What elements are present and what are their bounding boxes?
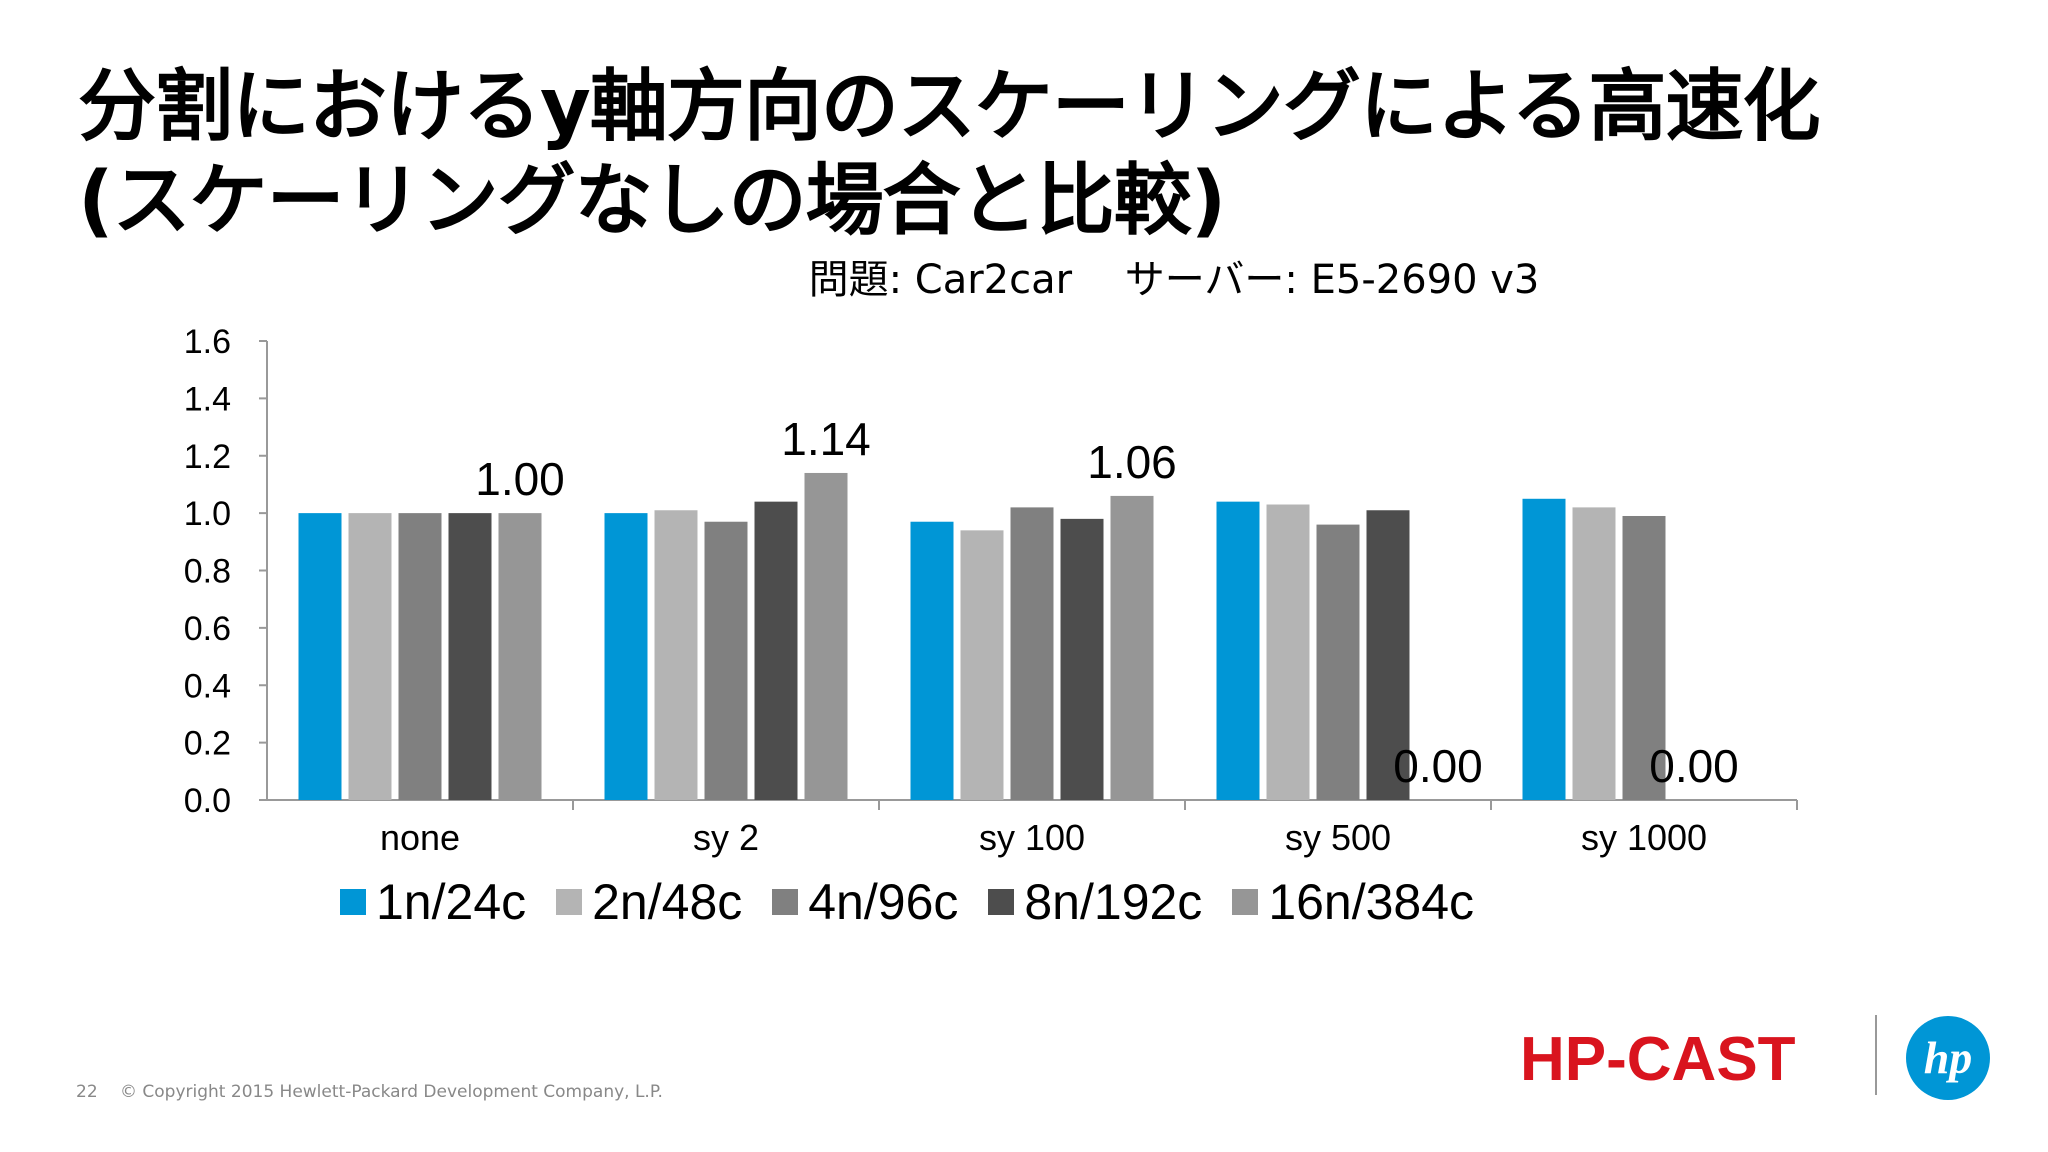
x-category-label: sy 1000 bbox=[1581, 817, 1707, 858]
legend-label: 16n/384c bbox=[1268, 874, 1475, 930]
bar bbox=[298, 513, 342, 800]
bar bbox=[754, 501, 798, 800]
slide-title: 分割におけるy軸方向のスケーリングによる高速化 (スケーリングなしの場合と比較) bbox=[78, 60, 1978, 248]
legend-label: 1n/24c bbox=[376, 874, 527, 930]
chart-legend: 1n/24c 2n/48c 4n/96c 8n/192c 16n/384c bbox=[340, 872, 1474, 932]
legend-item: 4n/96c bbox=[772, 873, 958, 931]
x-category-label: sy 2 bbox=[693, 817, 759, 858]
bar bbox=[448, 513, 492, 800]
y-tick-label: 1.2 bbox=[184, 438, 231, 476]
hp-logo-text: hp bbox=[1924, 1032, 1973, 1083]
bar bbox=[398, 513, 442, 800]
bar bbox=[1060, 518, 1104, 800]
legend-item: 2n/48c bbox=[556, 873, 742, 931]
data-label: 1.06 bbox=[1087, 436, 1177, 488]
y-tick-label: 0.4 bbox=[184, 667, 231, 705]
bar bbox=[654, 510, 698, 800]
legend-item: 8n/192c bbox=[988, 873, 1202, 931]
legend-label: 4n/96c bbox=[808, 874, 959, 930]
legend-label: 2n/48c bbox=[592, 874, 743, 930]
x-category-label: none bbox=[380, 817, 460, 858]
legend-swatch bbox=[988, 889, 1015, 915]
chart-subtitle: 問題: Car2car サーバー: E5-2690 v3 bbox=[808, 257, 1540, 303]
hp-logo-icon: hp bbox=[1906, 1016, 1990, 1100]
bar bbox=[1216, 501, 1260, 800]
bar bbox=[1572, 507, 1616, 800]
bar bbox=[1316, 524, 1360, 800]
copyright-notice: © Copyright 2015 Hewlett-Packard Develop… bbox=[120, 1082, 663, 1102]
bar bbox=[1010, 507, 1054, 800]
bar bbox=[1622, 515, 1666, 800]
bar bbox=[604, 513, 648, 800]
legend-item: 1n/24c bbox=[340, 873, 526, 931]
bar bbox=[348, 513, 392, 800]
legend-swatch bbox=[1232, 889, 1259, 915]
legend-swatch bbox=[772, 889, 799, 915]
slide-title-line1: 分割におけるy軸方向のスケーリングによる高速化 bbox=[78, 62, 1821, 152]
bar bbox=[910, 521, 954, 800]
y-tick-label: 1.0 bbox=[184, 495, 231, 533]
bar bbox=[1266, 504, 1310, 800]
legend-label: 8n/192c bbox=[1024, 874, 1203, 930]
bar bbox=[1522, 498, 1566, 800]
data-label: 1.00 bbox=[475, 453, 565, 505]
legend-swatch bbox=[340, 889, 366, 915]
bar bbox=[1110, 495, 1154, 800]
x-category-label: sy 500 bbox=[1285, 817, 1391, 858]
y-tick-label: 0.8 bbox=[184, 553, 231, 591]
logo-divider bbox=[1875, 1015, 1877, 1095]
y-tick-label: 1.4 bbox=[184, 380, 231, 418]
x-category-label: sy 100 bbox=[979, 817, 1085, 858]
y-tick-label: 0.6 bbox=[184, 610, 231, 648]
slide-title-line2: (スケーリングなしの場合と比較) bbox=[78, 156, 1226, 246]
hp-cast-logo: HP-CAST bbox=[1520, 1025, 1796, 1090]
data-label: 0.00 bbox=[1649, 740, 1739, 792]
bar bbox=[498, 513, 542, 800]
data-label: 0.00 bbox=[1393, 740, 1483, 792]
bar bbox=[1366, 510, 1410, 800]
legend-swatch bbox=[556, 889, 583, 915]
bar bbox=[804, 472, 848, 800]
data-label: 1.14 bbox=[781, 413, 871, 465]
y-tick-label: 0.2 bbox=[184, 725, 231, 763]
hp-cast-logo-text: HP-CAST bbox=[1520, 1025, 1796, 1090]
y-tick-label: 0.0 bbox=[184, 782, 231, 820]
legend-item: 16n/384c bbox=[1232, 873, 1474, 931]
bar bbox=[960, 530, 1004, 800]
bar bbox=[704, 521, 748, 800]
y-tick-label: 1.6 bbox=[184, 323, 231, 361]
page-number: 22 bbox=[76, 1082, 98, 1102]
